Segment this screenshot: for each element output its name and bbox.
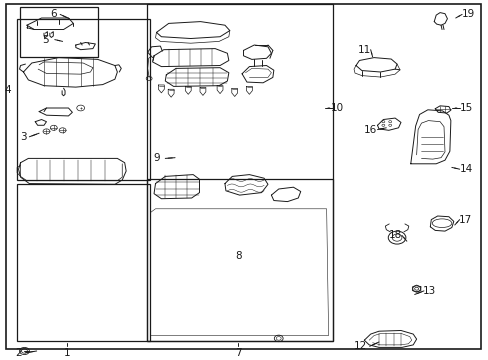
Text: 11: 11 (357, 45, 370, 55)
Bar (146, 179, 332, 341)
Text: 8: 8 (234, 251, 241, 261)
Text: 7: 7 (234, 348, 241, 358)
Bar (146, 4, 332, 341)
Text: 4: 4 (4, 85, 11, 95)
Bar (20, 7, 98, 57)
Text: 10: 10 (330, 103, 343, 113)
Text: 2: 2 (15, 348, 21, 358)
Text: 16: 16 (363, 125, 377, 135)
Text: 15: 15 (459, 103, 472, 113)
Text: 13: 13 (422, 286, 435, 296)
Text: 9: 9 (153, 153, 160, 163)
Bar (17, 184, 150, 341)
Text: 3: 3 (20, 132, 27, 142)
Text: 12: 12 (353, 341, 367, 351)
Text: 14: 14 (459, 164, 472, 174)
Text: 17: 17 (458, 215, 471, 225)
Text: 1: 1 (64, 348, 71, 358)
Text: 18: 18 (387, 230, 401, 240)
Text: 6: 6 (50, 9, 57, 19)
Bar (17, 19, 150, 180)
Text: 5: 5 (42, 35, 49, 45)
Text: 19: 19 (461, 9, 474, 19)
